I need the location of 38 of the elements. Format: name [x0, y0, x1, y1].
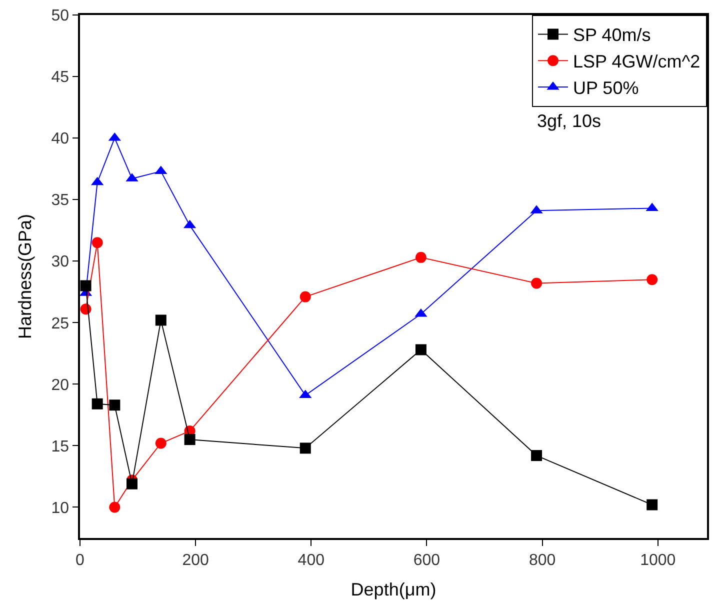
- point: [415, 252, 426, 263]
- point: [184, 434, 196, 446]
- legend-label: SP 40m/s: [573, 25, 651, 46]
- point: [300, 291, 311, 302]
- legend-label: UP 50%: [573, 78, 639, 98]
- point: [109, 400, 120, 411]
- y-tick-label: 30: [51, 254, 70, 271]
- point: [92, 237, 103, 248]
- legend-label: LSP 4GW/cm^2: [573, 52, 700, 72]
- y-tick-label: 35: [51, 192, 70, 210]
- x-tick-label: 200: [182, 552, 210, 569]
- y-tick-label: 15: [51, 438, 70, 456]
- point: [80, 280, 92, 292]
- x-tick-label: 0: [76, 552, 85, 569]
- point: [126, 478, 138, 490]
- point: [109, 502, 120, 513]
- y-tick-label: 40: [51, 130, 70, 148]
- point: [646, 499, 658, 510]
- point: [300, 442, 311, 454]
- x-tick-label: 400: [298, 552, 325, 569]
- x-tick-label: 1000: [640, 552, 676, 569]
- y-axis-title: Hardness(GPa): [14, 214, 35, 340]
- x-tick-label: 800: [528, 552, 556, 569]
- y-tick-label: 25: [51, 315, 70, 332]
- x-axis-title: Depth(μm): [350, 580, 436, 600]
- x-tick-label: 600: [413, 552, 440, 569]
- point: [531, 278, 542, 289]
- point: [646, 274, 658, 286]
- y-tick-label: 45: [51, 69, 70, 86]
- point: [155, 438, 166, 449]
- y-tick-label: 20: [51, 376, 70, 394]
- y-tick-label: 10: [51, 500, 70, 517]
- point: [531, 450, 542, 462]
- point: [415, 344, 426, 356]
- annotation: 3gf, 10s: [537, 111, 602, 131]
- point: [92, 398, 103, 410]
- y-tick-label: 50: [51, 8, 70, 25]
- point: [155, 314, 166, 326]
